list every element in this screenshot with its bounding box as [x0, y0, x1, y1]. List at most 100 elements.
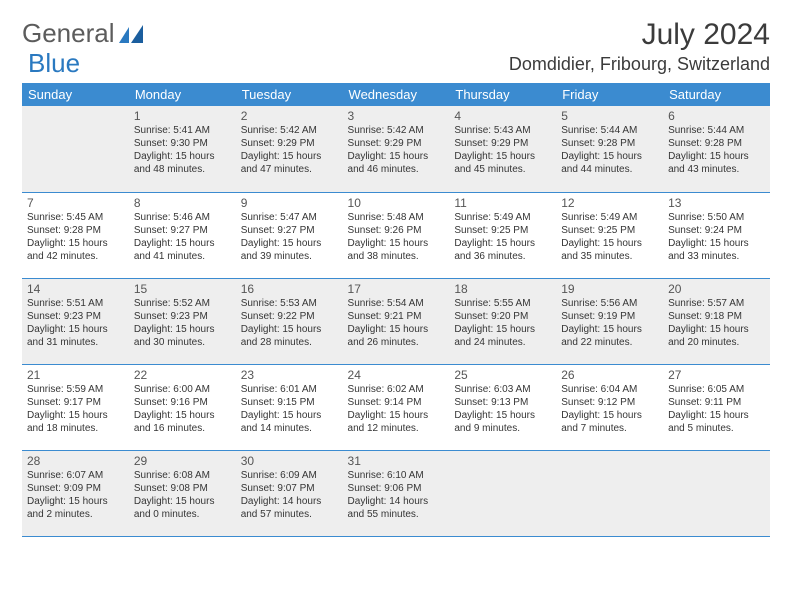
- day-details: Sunrise: 6:00 AMSunset: 9:16 PMDaylight:…: [134, 383, 231, 435]
- calendar-week-row: 1Sunrise: 5:41 AMSunset: 9:30 PMDaylight…: [22, 106, 770, 192]
- day-number: 21: [27, 368, 124, 382]
- day-number: 24: [348, 368, 445, 382]
- day-number: 14: [27, 282, 124, 296]
- day-details: Sunrise: 5:44 AMSunset: 9:28 PMDaylight:…: [561, 124, 658, 176]
- day-details: Sunrise: 5:49 AMSunset: 9:25 PMDaylight:…: [561, 211, 658, 263]
- calendar-day-cell: 16Sunrise: 5:53 AMSunset: 9:22 PMDayligh…: [236, 278, 343, 364]
- day-details: Sunrise: 5:45 AMSunset: 9:28 PMDaylight:…: [27, 211, 124, 263]
- day-number: 28: [27, 454, 124, 468]
- calendar-empty-cell: [556, 450, 663, 536]
- day-number: 29: [134, 454, 231, 468]
- logo: General: [22, 18, 147, 49]
- day-number: 26: [561, 368, 658, 382]
- day-number: 12: [561, 196, 658, 210]
- day-number: 5: [561, 109, 658, 123]
- day-details: Sunrise: 5:53 AMSunset: 9:22 PMDaylight:…: [241, 297, 338, 349]
- calendar-day-cell: 9Sunrise: 5:47 AMSunset: 9:27 PMDaylight…: [236, 192, 343, 278]
- day-details: Sunrise: 5:48 AMSunset: 9:26 PMDaylight:…: [348, 211, 445, 263]
- day-header: Saturday: [663, 83, 770, 106]
- calendar-week-row: 28Sunrise: 6:07 AMSunset: 9:09 PMDayligh…: [22, 450, 770, 536]
- calendar-day-cell: 6Sunrise: 5:44 AMSunset: 9:28 PMDaylight…: [663, 106, 770, 192]
- header: General July 2024 Domdidier, Fribourg, S…: [22, 18, 770, 75]
- day-number: 4: [454, 109, 551, 123]
- day-details: Sunrise: 5:57 AMSunset: 9:18 PMDaylight:…: [668, 297, 765, 349]
- day-header: Friday: [556, 83, 663, 106]
- calendar-day-cell: 17Sunrise: 5:54 AMSunset: 9:21 PMDayligh…: [343, 278, 450, 364]
- day-details: Sunrise: 6:07 AMSunset: 9:09 PMDaylight:…: [27, 469, 124, 521]
- logo-word2: Blue: [28, 48, 80, 79]
- day-details: Sunrise: 6:08 AMSunset: 9:08 PMDaylight:…: [134, 469, 231, 521]
- calendar-day-cell: 1Sunrise: 5:41 AMSunset: 9:30 PMDaylight…: [129, 106, 236, 192]
- day-header: Thursday: [449, 83, 556, 106]
- day-details: Sunrise: 6:03 AMSunset: 9:13 PMDaylight:…: [454, 383, 551, 435]
- calendar-empty-cell: [449, 450, 556, 536]
- calendar-day-cell: 3Sunrise: 5:42 AMSunset: 9:29 PMDaylight…: [343, 106, 450, 192]
- calendar-day-cell: 20Sunrise: 5:57 AMSunset: 9:18 PMDayligh…: [663, 278, 770, 364]
- calendar-day-cell: 8Sunrise: 5:46 AMSunset: 9:27 PMDaylight…: [129, 192, 236, 278]
- day-header: Tuesday: [236, 83, 343, 106]
- day-details: Sunrise: 5:52 AMSunset: 9:23 PMDaylight:…: [134, 297, 231, 349]
- calendar-table: SundayMondayTuesdayWednesdayThursdayFrid…: [22, 83, 770, 537]
- day-number: 2: [241, 109, 338, 123]
- calendar-day-cell: 12Sunrise: 5:49 AMSunset: 9:25 PMDayligh…: [556, 192, 663, 278]
- day-number: 7: [27, 196, 124, 210]
- calendar-day-cell: 13Sunrise: 5:50 AMSunset: 9:24 PMDayligh…: [663, 192, 770, 278]
- calendar-day-cell: 7Sunrise: 5:45 AMSunset: 9:28 PMDaylight…: [22, 192, 129, 278]
- calendar-day-cell: 31Sunrise: 6:10 AMSunset: 9:06 PMDayligh…: [343, 450, 450, 536]
- calendar-day-cell: 10Sunrise: 5:48 AMSunset: 9:26 PMDayligh…: [343, 192, 450, 278]
- day-details: Sunrise: 5:55 AMSunset: 9:20 PMDaylight:…: [454, 297, 551, 349]
- calendar-day-cell: 5Sunrise: 5:44 AMSunset: 9:28 PMDaylight…: [556, 106, 663, 192]
- day-number: 1: [134, 109, 231, 123]
- day-number: 20: [668, 282, 765, 296]
- calendar-empty-cell: [663, 450, 770, 536]
- day-number: 13: [668, 196, 765, 210]
- day-details: Sunrise: 6:04 AMSunset: 9:12 PMDaylight:…: [561, 383, 658, 435]
- day-header: Sunday: [22, 83, 129, 106]
- day-details: Sunrise: 5:54 AMSunset: 9:21 PMDaylight:…: [348, 297, 445, 349]
- calendar-empty-cell: [22, 106, 129, 192]
- calendar-day-cell: 19Sunrise: 5:56 AMSunset: 9:19 PMDayligh…: [556, 278, 663, 364]
- day-header: Wednesday: [343, 83, 450, 106]
- calendar-header-row: SundayMondayTuesdayWednesdayThursdayFrid…: [22, 83, 770, 106]
- day-number: 6: [668, 109, 765, 123]
- day-number: 30: [241, 454, 338, 468]
- calendar-week-row: 7Sunrise: 5:45 AMSunset: 9:28 PMDaylight…: [22, 192, 770, 278]
- day-details: Sunrise: 5:42 AMSunset: 9:29 PMDaylight:…: [241, 124, 338, 176]
- calendar-day-cell: 2Sunrise: 5:42 AMSunset: 9:29 PMDaylight…: [236, 106, 343, 192]
- day-number: 22: [134, 368, 231, 382]
- day-details: Sunrise: 5:47 AMSunset: 9:27 PMDaylight:…: [241, 211, 338, 263]
- day-number: 27: [668, 368, 765, 382]
- calendar-day-cell: 28Sunrise: 6:07 AMSunset: 9:09 PMDayligh…: [22, 450, 129, 536]
- calendar-day-cell: 25Sunrise: 6:03 AMSunset: 9:13 PMDayligh…: [449, 364, 556, 450]
- day-details: Sunrise: 6:01 AMSunset: 9:15 PMDaylight:…: [241, 383, 338, 435]
- day-details: Sunrise: 5:59 AMSunset: 9:17 PMDaylight:…: [27, 383, 124, 435]
- day-details: Sunrise: 5:50 AMSunset: 9:24 PMDaylight:…: [668, 211, 765, 263]
- day-details: Sunrise: 5:56 AMSunset: 9:19 PMDaylight:…: [561, 297, 658, 349]
- calendar-day-cell: 14Sunrise: 5:51 AMSunset: 9:23 PMDayligh…: [22, 278, 129, 364]
- calendar-week-row: 14Sunrise: 5:51 AMSunset: 9:23 PMDayligh…: [22, 278, 770, 364]
- day-details: Sunrise: 6:05 AMSunset: 9:11 PMDaylight:…: [668, 383, 765, 435]
- day-number: 17: [348, 282, 445, 296]
- calendar-day-cell: 22Sunrise: 6:00 AMSunset: 9:16 PMDayligh…: [129, 364, 236, 450]
- title-block: July 2024 Domdidier, Fribourg, Switzerla…: [509, 18, 770, 75]
- logo-sails-icon: [117, 23, 147, 45]
- day-header: Monday: [129, 83, 236, 106]
- month-title: July 2024: [509, 18, 770, 52]
- calendar-day-cell: 29Sunrise: 6:08 AMSunset: 9:08 PMDayligh…: [129, 450, 236, 536]
- day-number: 8: [134, 196, 231, 210]
- day-number: 31: [348, 454, 445, 468]
- day-number: 3: [348, 109, 445, 123]
- day-details: Sunrise: 5:51 AMSunset: 9:23 PMDaylight:…: [27, 297, 124, 349]
- day-number: 19: [561, 282, 658, 296]
- calendar-day-cell: 23Sunrise: 6:01 AMSunset: 9:15 PMDayligh…: [236, 364, 343, 450]
- day-number: 10: [348, 196, 445, 210]
- day-details: Sunrise: 5:44 AMSunset: 9:28 PMDaylight:…: [668, 124, 765, 176]
- day-number: 9: [241, 196, 338, 210]
- location: Domdidier, Fribourg, Switzerland: [509, 54, 770, 75]
- day-details: Sunrise: 6:10 AMSunset: 9:06 PMDaylight:…: [348, 469, 445, 521]
- day-details: Sunrise: 5:43 AMSunset: 9:29 PMDaylight:…: [454, 124, 551, 176]
- day-number: 16: [241, 282, 338, 296]
- calendar-week-row: 21Sunrise: 5:59 AMSunset: 9:17 PMDayligh…: [22, 364, 770, 450]
- calendar-day-cell: 4Sunrise: 5:43 AMSunset: 9:29 PMDaylight…: [449, 106, 556, 192]
- day-number: 11: [454, 196, 551, 210]
